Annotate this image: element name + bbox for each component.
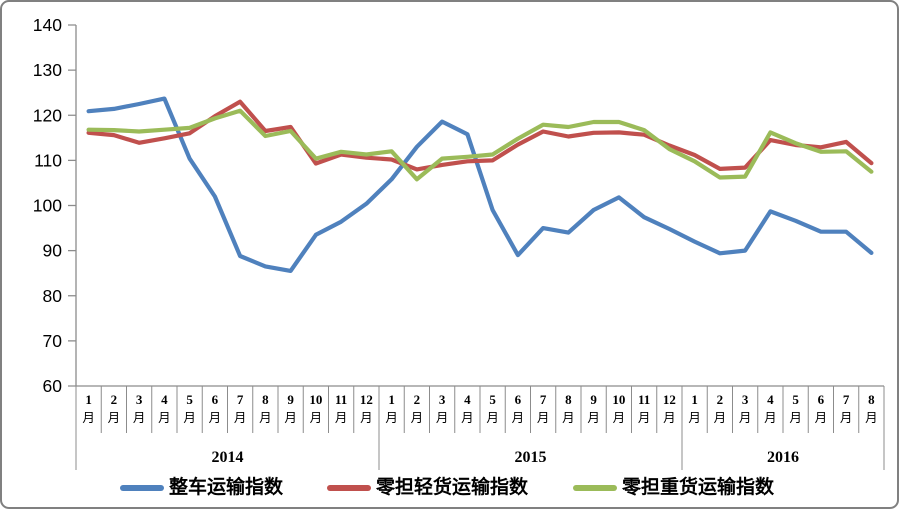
month-label-suffix: 月: [335, 411, 348, 425]
year-label: 2015: [515, 449, 547, 466]
y-tick-label: 100: [33, 196, 62, 216]
month-label-suffix: 月: [183, 411, 196, 425]
y-tick-label: 90: [43, 241, 63, 261]
month-label-number: 9: [590, 392, 597, 407]
month-label-number: 2: [111, 392, 118, 407]
month-label-number: 2: [414, 392, 421, 407]
month-label-suffix: 月: [411, 411, 424, 425]
month-label-number: 1: [388, 392, 395, 407]
month-label-number: 4: [464, 392, 471, 407]
y-tick-label: 120: [33, 105, 62, 125]
y-tick-label: 130: [33, 60, 62, 80]
month-label-suffix: 月: [562, 411, 575, 425]
month-label-suffix: 月: [360, 411, 373, 425]
month-label-number: 8: [565, 392, 572, 407]
month-label-number: 8: [868, 392, 875, 407]
month-label-suffix: 月: [158, 411, 171, 425]
month-label-suffix: 月: [436, 411, 449, 425]
month-label-number: 4: [767, 392, 774, 407]
month-label-suffix: 月: [234, 411, 247, 425]
month-label-suffix: 月: [108, 411, 121, 425]
month-label-suffix: 月: [613, 411, 626, 425]
month-label-suffix: 月: [714, 411, 727, 425]
month-label-number: 11: [638, 392, 650, 407]
month-label-number: 9: [287, 392, 294, 407]
year-label: 2016: [767, 449, 799, 466]
month-label-number: 11: [335, 392, 347, 407]
month-label-suffix: 月: [764, 411, 777, 425]
month-label-suffix: 月: [739, 411, 752, 425]
month-label-suffix: 月: [663, 411, 676, 425]
month-label-suffix: 月: [789, 411, 802, 425]
month-label-suffix: 月: [840, 411, 853, 425]
month-label-number: 7: [843, 392, 850, 407]
month-label-suffix: 月: [815, 411, 828, 425]
month-label-number: 2: [717, 392, 724, 407]
month-label-number: 3: [136, 392, 143, 407]
month-label-number: 5: [792, 392, 799, 407]
series-ltl-light-line: [86, 99, 874, 172]
month-label-number: 10: [612, 392, 625, 407]
month-label-number: 3: [439, 392, 446, 407]
month-label-suffix: 月: [461, 411, 474, 425]
month-label-number: 12: [663, 392, 676, 407]
month-label-suffix: 月: [385, 411, 398, 425]
series-ltl-heavy-line: [86, 108, 874, 182]
month-label-suffix: 月: [209, 411, 222, 425]
year-label: 2014: [212, 449, 244, 466]
month-label-number: 6: [818, 392, 825, 407]
y-tick-label: 110: [34, 150, 62, 170]
month-label-number: 10: [309, 392, 322, 407]
month-label-number: 8: [262, 392, 269, 407]
month-label-number: 5: [186, 392, 193, 407]
series-whole-vehicle-line: [86, 96, 874, 273]
month-label-suffix: 月: [310, 411, 323, 425]
month-label-number: 5: [489, 392, 496, 407]
month-label-number: 6: [212, 392, 219, 407]
y-tick-label: 140: [33, 15, 62, 35]
month-label-suffix: 月: [638, 411, 651, 425]
month-label-suffix: 月: [284, 411, 297, 425]
month-label-suffix: 月: [587, 411, 600, 425]
y-tick-label: 60: [43, 376, 63, 396]
y-tick-label: 70: [43, 331, 63, 351]
month-label-number: 1: [85, 392, 92, 407]
month-label-suffix: 月: [865, 411, 878, 425]
month-label-number: 3: [742, 392, 749, 407]
month-label-suffix: 月: [688, 411, 701, 425]
month-label-number: 4: [161, 392, 168, 407]
month-label-suffix: 月: [512, 411, 525, 425]
month-label-suffix: 月: [537, 411, 550, 425]
month-label-number: 7: [540, 392, 547, 407]
month-label-suffix: 月: [259, 411, 272, 425]
month-label-suffix: 月: [82, 411, 95, 425]
month-label-number: 1: [691, 392, 698, 407]
y-tick-label: 80: [43, 286, 63, 306]
month-label-suffix: 月: [133, 411, 146, 425]
month-label-number: 12: [360, 392, 373, 407]
month-label-suffix: 月: [486, 411, 499, 425]
month-label-number: 6: [515, 392, 522, 407]
month-label-number: 7: [237, 392, 244, 407]
